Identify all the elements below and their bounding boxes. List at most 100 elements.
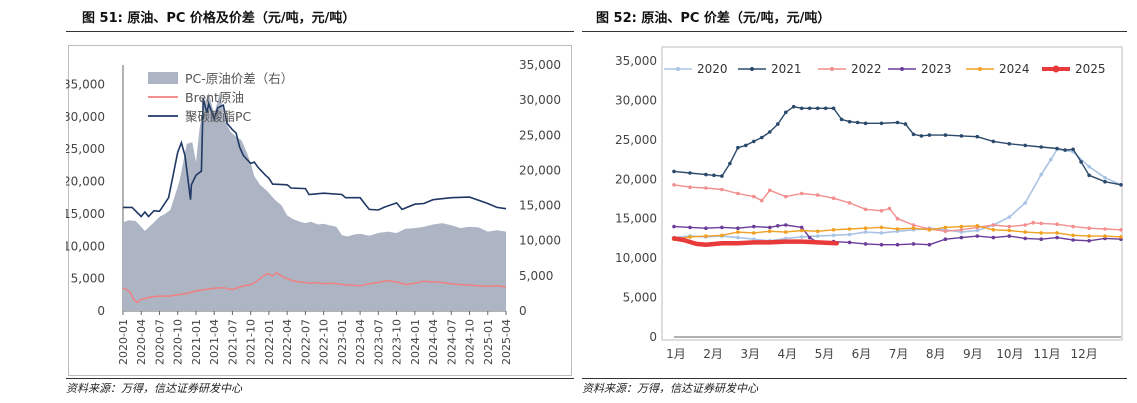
series-point-2024	[1071, 233, 1075, 238]
left-title-rule	[66, 31, 574, 32]
left-x-tick-label: 2023-04	[354, 319, 367, 365]
series-point-2024	[879, 225, 884, 230]
series-point-2024	[688, 235, 692, 239]
series-point-2022	[1031, 220, 1035, 225]
series-point-2022	[760, 198, 764, 203]
series-point-2022	[863, 207, 868, 212]
series-point-2021	[1055, 146, 1059, 151]
series-point-2021	[728, 161, 732, 166]
series-point-2023	[959, 235, 964, 240]
series-point-2022	[831, 196, 836, 200]
series-point-2020	[879, 231, 884, 235]
left-x-tick-label: 2025-01	[482, 319, 495, 365]
series-point-2022	[911, 223, 916, 227]
series-line-2025	[671, 236, 840, 247]
legend-marker-2022	[830, 67, 834, 71]
series-point-2024	[863, 226, 868, 230]
series-point-2021	[919, 134, 924, 138]
series-point-2021	[863, 121, 868, 126]
right-chart-y-tick-label: 35,000	[615, 54, 657, 68]
right-chart-x-tick-label: 2月	[703, 347, 723, 361]
right-chart-x-tick-label: 4月	[777, 347, 797, 361]
right-chart-x-tick-label: 3月	[740, 347, 760, 361]
right-chart-x-tick-label: 1月	[666, 347, 686, 361]
series-point-2020	[1039, 172, 1043, 177]
left-x-tick-label: 2021-01	[190, 319, 203, 365]
series-point-2023	[752, 224, 756, 229]
right-chart-x-tick-label: 7月	[889, 347, 909, 361]
right-chart-y-tick-label: 30,000	[615, 93, 657, 107]
left-figure-title: 图 51: 原油、PC 价格及价差（元/吨，元/吨）	[82, 11, 356, 26]
series-point-2024	[911, 226, 916, 230]
series-point-2022	[895, 216, 900, 221]
legend-label-2024: 2024	[999, 62, 1030, 76]
left-x-tick-label: 2022-04	[281, 319, 294, 365]
series-point-2023	[911, 242, 916, 246]
series-point-2023	[784, 223, 788, 227]
right-source-rule	[582, 378, 1127, 379]
series-point-2023	[720, 225, 724, 230]
series-point-2020	[975, 228, 980, 233]
series-point-2024	[752, 231, 756, 235]
series-point-2021	[672, 169, 676, 174]
right-chart-x-tick-label: 8月	[926, 347, 946, 361]
left-x-tick-label: 2020-01	[117, 319, 130, 365]
series-point-2023	[1087, 239, 1091, 243]
right-y-tick-label: 5,000	[519, 269, 553, 283]
left-y-tick-label: 15,000	[66, 207, 105, 221]
series-point-2022	[1087, 226, 1091, 230]
series-point-2024	[1055, 231, 1059, 235]
series-point-2024	[815, 229, 820, 234]
legend-label-2020: 2020	[697, 62, 728, 76]
left-x-tick-label: 2024-07	[445, 319, 458, 365]
left-x-tick-label: 2025-04	[500, 319, 513, 365]
right-y-tick-label: 10,000	[519, 234, 561, 248]
series-area-pc-crude-spread	[123, 93, 506, 311]
series-point-2024	[1087, 234, 1091, 238]
left-x-tick-label: 2022-07	[299, 319, 312, 365]
series-point-2024	[1103, 234, 1107, 238]
series-point-2024	[1119, 235, 1123, 239]
series-point-2022	[1039, 221, 1043, 226]
legend-swatch-spread	[148, 72, 178, 84]
series-point-2023	[768, 225, 772, 230]
series-point-2023	[895, 242, 900, 247]
legend-marker-2024	[978, 67, 982, 71]
left-x-tick-label: 2021-10	[245, 319, 258, 365]
series-point-2022	[959, 228, 964, 232]
series-point-2020	[784, 236, 788, 241]
series-point-2022	[672, 183, 676, 187]
series-point-2022	[887, 206, 892, 211]
legend-label: Brent原油	[185, 90, 244, 105]
series-point-2021	[720, 174, 724, 178]
right-chart-x-tick-label: 5月	[815, 347, 835, 361]
left-x-tick-label: 2024-10	[464, 319, 477, 365]
series-point-2021	[1119, 183, 1123, 187]
series-point-2024	[959, 224, 964, 229]
right-y-tick-label: 15,000	[519, 199, 561, 213]
series-point-2022	[847, 201, 852, 205]
series-point-2021	[1039, 145, 1043, 149]
series-point-2022	[1055, 222, 1059, 226]
series-line-2022	[673, 184, 1122, 233]
series-point-2021	[784, 110, 788, 115]
series-point-2023	[847, 240, 852, 245]
series-point-2021	[959, 134, 964, 138]
series-point-2021	[768, 130, 772, 134]
series-point-2022	[799, 191, 804, 196]
series-point-2024	[720, 233, 724, 238]
left-x-tick-label: 2023-07	[372, 319, 385, 365]
series-point-2023	[975, 234, 980, 238]
series-point-2021	[752, 139, 756, 144]
series-point-2023	[943, 237, 948, 241]
series-point-2024	[975, 224, 980, 228]
series-point-2021	[911, 132, 916, 137]
right-chart-y-tick-label: 25,000	[615, 133, 657, 147]
series-point-2021	[744, 143, 748, 148]
legend-marker-2023	[900, 67, 904, 71]
left-y-tick-label: 30,000	[66, 110, 105, 124]
series-point-2021	[831, 106, 836, 111]
series-point-2021	[712, 173, 716, 178]
series-point-2021	[943, 133, 948, 137]
legend-label: PC-原油价差（右）	[185, 71, 293, 86]
